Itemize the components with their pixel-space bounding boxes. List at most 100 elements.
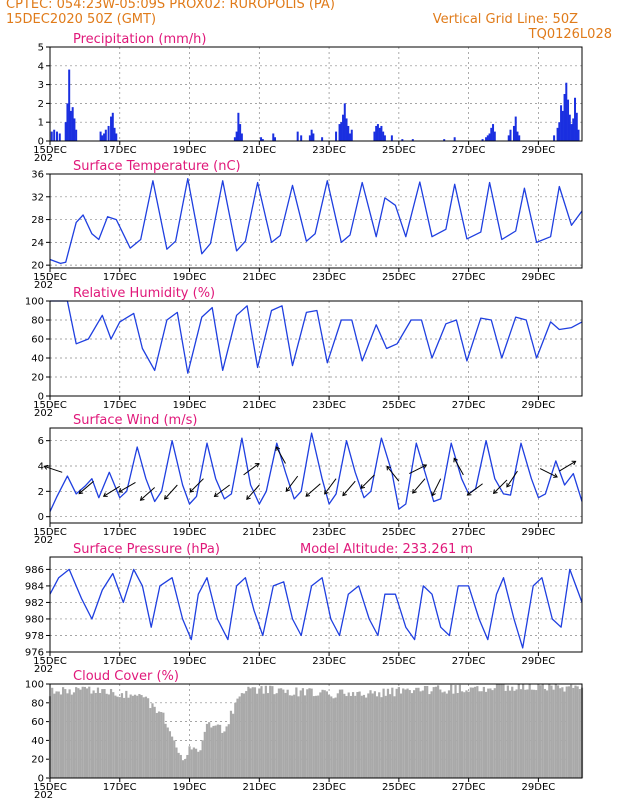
cloud-bar	[184, 758, 187, 778]
cloud-bar	[504, 690, 507, 778]
cloud-xtick-label: 25DEC	[382, 782, 416, 793]
wind-vector	[539, 468, 558, 478]
cloud-bar	[90, 693, 93, 778]
cloud-bar	[367, 693, 370, 778]
precip-bar	[104, 129, 107, 141]
wind-arrowhead	[386, 465, 391, 471]
cloud-bar	[550, 685, 553, 778]
cloud-bar	[288, 695, 291, 778]
cloud-bar	[325, 691, 329, 778]
temp-xtick-label: 19DEC	[173, 272, 207, 283]
precip-bar	[492, 124, 495, 141]
precip-bar	[115, 133, 118, 141]
rh-year-label: 202	[34, 408, 53, 419]
wind-arrowhead	[118, 488, 124, 493]
cloud-bar	[151, 703, 154, 778]
temp-title: Surface Temperature (nC)	[73, 159, 241, 174]
precip-bar	[107, 125, 110, 141]
cloud-ytick-label: 100	[25, 680, 44, 691]
cloud-bar	[373, 691, 376, 778]
cloud-bar	[245, 691, 248, 778]
precip-year-label: 202	[34, 153, 53, 164]
pres-ytick-label: 980	[25, 614, 44, 625]
cloud-bar	[365, 697, 368, 778]
wind-xtick-label: 15DEC	[33, 527, 67, 538]
temp-xtick-label: 21DEC	[242, 272, 276, 283]
cloud-bar	[393, 696, 396, 778]
precip-bar	[558, 122, 561, 141]
pres-annotation: Model Altitude: 233.261 m	[300, 542, 473, 557]
cloud-bar	[439, 689, 442, 778]
cloud-bar	[546, 690, 549, 778]
wind-xtick-label: 27DEC	[452, 527, 486, 538]
pres-xtick-label: 27DEC	[452, 656, 486, 667]
cloud-bar	[192, 747, 196, 778]
cloud-bar	[469, 687, 472, 778]
cloud-bar	[406, 688, 409, 778]
cloud-bar	[301, 688, 305, 778]
precip-bar	[376, 124, 379, 141]
cloud-bar	[118, 697, 121, 778]
cloud-bar	[491, 690, 494, 778]
cloud-bar	[460, 691, 464, 778]
cloud-bar	[290, 695, 294, 778]
cloud-bar	[107, 694, 110, 778]
precip-xtick-label: 23DEC	[312, 145, 346, 156]
precip-bar	[310, 129, 313, 141]
temp-xtick-label: 27DEC	[452, 272, 486, 283]
cloud-bar	[415, 687, 418, 778]
precip-xtick-label: 25DEC	[382, 145, 416, 156]
wind-xtick-label: 17DEC	[103, 527, 137, 538]
cloud-bar	[552, 689, 555, 778]
precip-bar	[565, 82, 568, 141]
cloud-bar	[454, 685, 457, 778]
precip-bar	[308, 135, 311, 141]
cloud-bar	[284, 692, 287, 778]
precip-bar	[240, 133, 243, 141]
cloud-xtick-label: 21DEC	[242, 782, 276, 793]
cloud-xtick-label: 23DEC	[312, 782, 346, 793]
cloud-bar	[201, 740, 204, 778]
cloud-bar	[500, 684, 503, 778]
cloud-bar	[77, 688, 80, 778]
rh-ytick-label: 20	[31, 373, 44, 384]
cloud-bar	[144, 696, 148, 778]
precip-xtick-label: 29DEC	[522, 145, 556, 156]
cloud-bar	[249, 688, 252, 778]
precip-bar	[570, 124, 573, 141]
cloud-bar	[123, 697, 126, 778]
precip-bar	[103, 133, 106, 141]
cloud-bar	[417, 687, 420, 778]
pres-title: Surface Pressure (hPa)	[73, 542, 220, 557]
wind-arrowhead	[431, 491, 436, 497]
precip-bar	[69, 110, 72, 141]
header-grid-note: Vertical Grid Line: 50Z	[432, 12, 578, 27]
cloud-bar	[57, 691, 60, 778]
cloud-bar	[369, 690, 372, 778]
wind-arrowhead	[571, 460, 577, 466]
cloud-bar	[70, 694, 73, 778]
cloud-bar	[85, 688, 89, 778]
precip-bar	[350, 129, 353, 141]
cloud-bar	[64, 689, 67, 778]
cloud-bar	[92, 690, 95, 778]
cloud-bar	[578, 689, 581, 778]
wind-arrowhead	[360, 484, 366, 489]
cloud-bar	[129, 694, 132, 778]
precip-bar	[561, 110, 564, 141]
cloud-bar	[190, 749, 193, 778]
cloud-bar	[125, 690, 128, 778]
pres-xtick-label: 23DEC	[312, 656, 346, 667]
cloud-bar	[432, 687, 435, 778]
cloud-ytick-label: 20	[31, 755, 44, 766]
wind-vector	[140, 487, 155, 501]
cloud-bar	[347, 692, 350, 778]
cloud-bar	[458, 684, 462, 778]
cloud-bar	[434, 686, 438, 778]
wind-arrowhead	[275, 446, 281, 451]
cloud-bar	[297, 696, 300, 778]
pres-ytick-label: 984	[25, 581, 44, 592]
wind-vector	[44, 465, 63, 473]
cloud-bar	[332, 698, 335, 778]
wind-vector	[493, 479, 508, 494]
